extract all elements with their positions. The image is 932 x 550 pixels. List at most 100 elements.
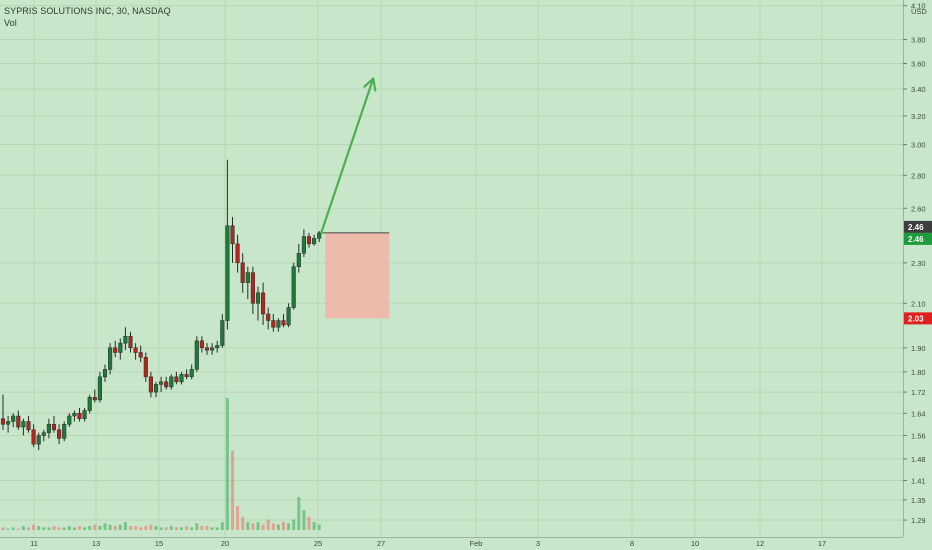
candle [312,234,317,246]
volume-bar [169,526,173,530]
time-tick-label: Feb [470,539,483,548]
volume-bar [185,526,189,530]
volume-bar [134,526,138,530]
price-tick-label: 2.30 [911,259,926,268]
volume-bar [307,516,311,530]
volume-bar [88,526,92,530]
candle [102,364,108,382]
time-tick-label: 11 [30,539,38,548]
volume-bar [251,523,255,530]
candlesticks [0,159,322,451]
price-tick-label: 1.48 [911,455,926,464]
candle [108,343,113,375]
candle [26,415,31,433]
volume-bar [27,527,30,530]
candle [199,336,204,353]
price-badge: 2.03 [904,312,932,325]
price-axis[interactable]: 4.10 3.80 3.60 3.40 3.20 3.00 2.80 2.60 2.30 2.10… [903,0,932,550]
price-tick-label: 2.10 [911,299,926,308]
volume-bar [67,526,71,530]
price-badge: 2.46 [904,220,932,233]
candle [296,243,301,273]
volume-bar [98,526,102,530]
candle [261,282,266,325]
candle [41,429,46,442]
candle [0,394,6,430]
price-tick-label: 2.60 [911,204,926,213]
volume-bar [174,527,178,530]
price-tick-label: 1.56 [911,432,926,441]
candle [210,343,215,355]
time-tick-label: 3 [536,539,540,548]
volume-bar [225,398,229,530]
candle [281,314,286,328]
volume-bar [83,527,87,530]
candle [286,303,291,328]
arrow-shaft[interactable] [320,77,375,234]
candle [113,340,118,358]
candle [179,371,184,385]
volume-bar [78,526,81,530]
candle [153,381,159,398]
candle [159,376,164,393]
volume-bar [271,523,275,530]
arrow-head [363,77,377,92]
volume-bar [241,516,245,530]
volume-bar [205,526,209,530]
candle [184,369,189,380]
volume-bar [16,528,20,530]
candle [92,389,97,403]
price-badge-label: 2.46 [908,235,924,244]
volume-bar [42,527,46,530]
volume-bar [139,527,143,530]
time-tick-label: 12 [756,539,764,548]
price-axis-bg [903,0,932,550]
candle [51,415,57,433]
volume-bar [103,523,107,530]
candle [46,418,51,439]
price-tick-label: 3.60 [911,60,926,69]
candle [148,371,153,398]
volume-bar [149,524,153,530]
volume-bar [256,522,260,530]
volume-bar [72,527,76,530]
candle [189,364,194,380]
price-tick-label: 3.00 [911,141,926,150]
projection-arrow[interactable] [320,77,377,234]
candle [301,229,306,258]
candle [225,159,230,330]
zone-rectangle[interactable] [325,232,390,319]
volume-bar [21,526,25,530]
price-badge-label: 2.03 [908,314,924,323]
volume-bar [52,526,56,530]
volume-bar [11,527,15,530]
volume-bar [266,519,270,530]
candle [291,262,296,310]
candle [169,374,174,390]
volume-bar [180,527,183,530]
candle [87,394,92,414]
volume-bar [113,526,117,530]
candle [143,352,148,382]
target-zone[interactable] [319,232,390,319]
volume-bar [276,524,280,530]
volume-bar [154,526,158,530]
time-tick-label: 15 [155,539,163,548]
candle [118,338,123,360]
volume-bar [144,526,148,530]
volume-bar [317,524,321,530]
candle [82,407,87,422]
candle [174,371,179,385]
price-tick-label: 1.64 [911,409,926,418]
price-tick-label: 4.10 [911,2,926,11]
price-tick-label: 1.80 [911,368,926,377]
time-axis[interactable]: 11 13 15 20 25 27 Feb 3 8 10 12 17 [0,537,903,549]
volume-bar [231,450,234,530]
volume-bar [200,526,204,530]
candle [194,336,199,372]
candle [138,345,143,363]
price-tick-label: 1.90 [911,344,926,353]
volume-bar [93,524,97,530]
